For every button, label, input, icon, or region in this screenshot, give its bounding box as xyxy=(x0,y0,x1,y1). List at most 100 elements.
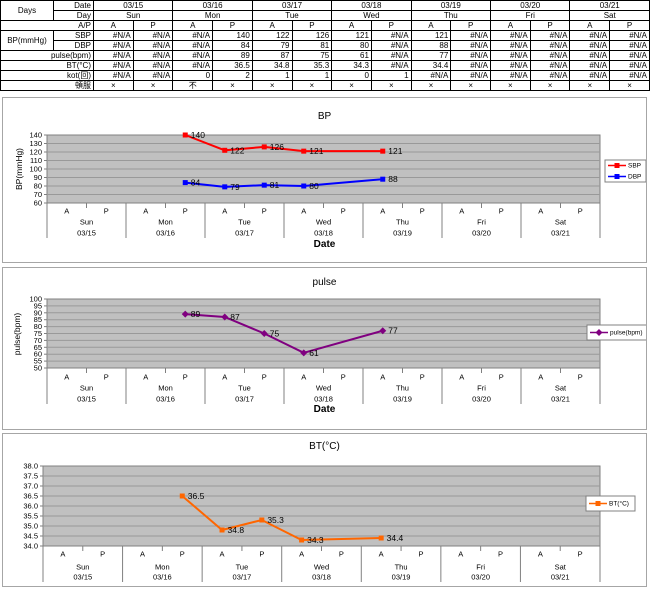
y-tick-label: 50 xyxy=(34,364,42,373)
ap-label: P xyxy=(499,207,504,216)
ap-label: A xyxy=(64,373,69,382)
date-cell: 03/21 xyxy=(569,0,650,11)
value-cell-kot: 0 xyxy=(331,70,372,81)
ap-label: A xyxy=(379,550,384,559)
y-tick-label: 110 xyxy=(30,156,42,165)
day-label: Mon xyxy=(155,563,170,572)
value-cell-dbp: #N/A xyxy=(529,40,571,51)
legend-label: BT(°C) xyxy=(609,500,629,508)
value-cell-sbp: 126 xyxy=(291,30,333,41)
ap-cell: P xyxy=(291,20,333,31)
value-cell-dbp: 84 xyxy=(212,40,253,51)
y-tick-label: 60 xyxy=(34,199,42,208)
value-cell-bt: 36.5 xyxy=(212,60,253,71)
ap-label: A xyxy=(143,207,148,216)
ap-cell: P xyxy=(132,20,174,31)
ap-label: P xyxy=(578,550,583,559)
date-label: 03/20 xyxy=(472,229,491,238)
value-cell-pulse: 75 xyxy=(291,50,333,61)
pulse-chart-title: pulse xyxy=(312,277,337,288)
date-label: 03/19 xyxy=(393,229,412,238)
value-cell-sbp: #N/A xyxy=(172,30,214,41)
bp-chart-panel: 140 130 120 110 100 90 80 70 60 A P A P A P A P A P A P A P Sun… xyxy=(2,97,647,263)
data-point-SBP xyxy=(380,148,386,154)
legend-swatch-marker xyxy=(595,329,603,336)
value-cell-tonpuku: × xyxy=(93,80,134,91)
ap-label: P xyxy=(183,373,188,382)
ap-label: A xyxy=(301,373,306,382)
day-label: Fri xyxy=(477,218,486,227)
table-row: DBP #N/A #N/A #N/A 84 79 81 80 #N/A 88 #N/A #N/A #N/… xyxy=(1,40,650,51)
y-tick-label: 70 xyxy=(34,336,42,345)
table-row: BT(°C) #N/A #N/A #N/A 36.5 34.8 35.3 34.3 #N/A 34… xyxy=(0,60,650,71)
ap-label: A xyxy=(140,550,145,559)
bt-chart-panel: 38.0 37.5 37.0 36.5 36.0 35.5 35.0 34.5 34.0 A P A P… xyxy=(2,433,647,587)
value-cell-pulse: #N/A xyxy=(569,50,611,61)
date-cell: 03/17 xyxy=(251,0,333,11)
value-cell-pulse: #N/A xyxy=(529,50,571,61)
ap-label: P xyxy=(341,207,346,216)
day-label: Wed xyxy=(316,218,331,227)
date-label: 03/18 xyxy=(312,573,331,582)
date-label: 03/16 xyxy=(153,573,172,582)
table-row: 頓服 × × 不 × × × × × × × × × × × xyxy=(0,80,650,91)
ap-label: P xyxy=(341,373,346,382)
y-tick-label: 80 xyxy=(34,182,42,191)
y-tick-label: 60 xyxy=(34,350,42,359)
y-tick-label: 130 xyxy=(29,139,42,148)
value-cell-dbp: #N/A xyxy=(609,40,650,51)
group-header-bp: BP(mmHg) xyxy=(0,30,54,51)
legend-label: pulse(bpm) xyxy=(610,330,643,337)
bt-chart-title: BT(°C) xyxy=(309,441,340,452)
y-tick-label: 35.0 xyxy=(23,522,38,531)
day-cell: Wed xyxy=(331,10,412,21)
day-label: Thu xyxy=(396,218,409,227)
data-label-SBP: 140 xyxy=(191,130,205,140)
day-label: Sun xyxy=(80,218,93,227)
ap-label: P xyxy=(104,207,109,216)
value-cell-sbp: #N/A xyxy=(569,30,611,41)
day-label: Mon xyxy=(158,384,173,393)
ap-label: P xyxy=(339,550,344,559)
day-label: Wed xyxy=(316,384,331,393)
ap-cell: A xyxy=(172,20,214,31)
vitals-table: Days Date 03/15 03/16 03/17 03/18 03/19 03/20 03… xyxy=(0,0,650,91)
ap-label: P xyxy=(498,550,503,559)
data-point-SBP xyxy=(301,148,307,154)
day-label: Sat xyxy=(555,384,567,393)
y-tick-label: 34.0 xyxy=(23,542,38,551)
ap-label: A xyxy=(222,207,227,216)
y-tick-label: 65 xyxy=(34,343,42,352)
data-label-BT(°C): 36.5 xyxy=(188,491,205,501)
value-cell-bt: #N/A xyxy=(609,60,650,71)
value-cell-sbp: #N/A xyxy=(132,30,174,41)
date-label: 03/15 xyxy=(77,229,96,238)
table-row: Day Sun Mon Tue Wed Thu Fri Sat xyxy=(1,10,650,21)
value-cell-bt: #N/A xyxy=(450,60,492,71)
value-cell-kot: #N/A xyxy=(93,70,134,81)
data-point-DBP xyxy=(380,176,386,182)
ap-label: A xyxy=(143,373,148,382)
data-point-BT(°C) xyxy=(219,527,225,533)
y-tick-label: 38.0 xyxy=(23,462,38,471)
day-label: Tue xyxy=(238,384,251,393)
value-cell-bt: #N/A xyxy=(490,60,531,71)
bp-chart-title: BP xyxy=(317,111,332,122)
ap-label: A xyxy=(538,207,543,216)
ap-label: P xyxy=(420,207,425,216)
ap-label: P xyxy=(180,550,185,559)
value-cell-pulse: 77 xyxy=(410,50,452,61)
y-tick-label: 75 xyxy=(34,329,42,338)
value-cell-bt: 35.3 xyxy=(291,60,333,71)
y-tick-label: 100 xyxy=(29,165,42,174)
legend-label: DBP xyxy=(628,174,641,181)
ap-label: A xyxy=(458,550,463,559)
day-label: Tue xyxy=(236,563,249,572)
date-label: 03/17 xyxy=(233,573,252,582)
value-cell-pulse: #N/A xyxy=(450,50,492,61)
data-point-BT(°C) xyxy=(179,493,185,499)
legend-box xyxy=(585,495,636,512)
value-cell-pulse: #N/A xyxy=(93,50,134,61)
y-tick-label: 85 xyxy=(34,315,42,324)
row-header-ap: A/P xyxy=(0,20,94,31)
